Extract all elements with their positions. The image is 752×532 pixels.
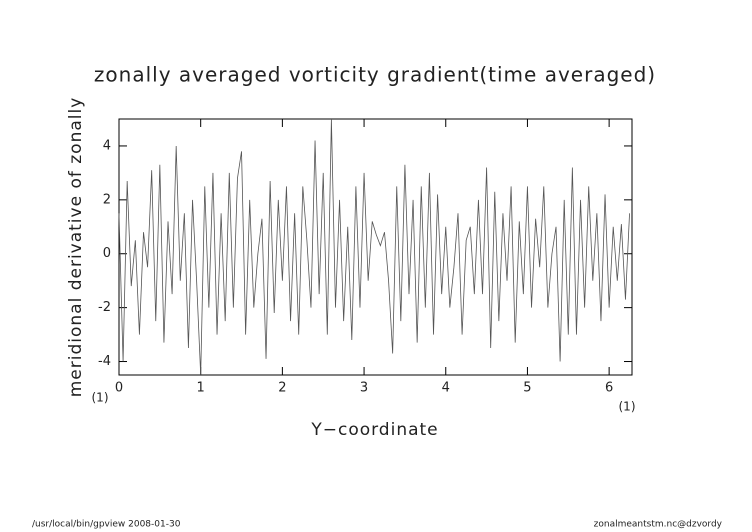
- plot-frame: [118, 118, 633, 376]
- x-tick-label: 4: [442, 381, 450, 396]
- y-tick-label: -2: [98, 300, 111, 315]
- y-tick-label: 4: [103, 138, 111, 153]
- data-line: [118, 118, 630, 376]
- x-tick-label: 6: [605, 381, 613, 396]
- x-unit: (1): [619, 400, 636, 414]
- x-tick-label: 1: [197, 381, 205, 396]
- footer-right: zonalmeantstm.nc@dzvordy: [594, 520, 723, 530]
- x-tick-label: 2: [278, 381, 286, 396]
- y-tick-label: -4: [98, 354, 111, 369]
- x-tick-label: 3: [360, 381, 368, 396]
- x-tick-label: 5: [523, 381, 531, 396]
- y-tick-label: 0: [103, 246, 111, 261]
- y-tick-label: 2: [103, 192, 111, 207]
- footer-left: /usr/local/bin/gpview 2008-01-30: [32, 520, 181, 530]
- x-axis-label: Y−coordinate: [310, 420, 438, 440]
- y-axis-label: meridional derivative of zonally: [66, 97, 86, 398]
- x-tick-label: 0: [115, 381, 123, 396]
- chart-title: zonally averaged vorticity gradient(time…: [94, 63, 656, 87]
- y-unit: (1): [92, 391, 109, 405]
